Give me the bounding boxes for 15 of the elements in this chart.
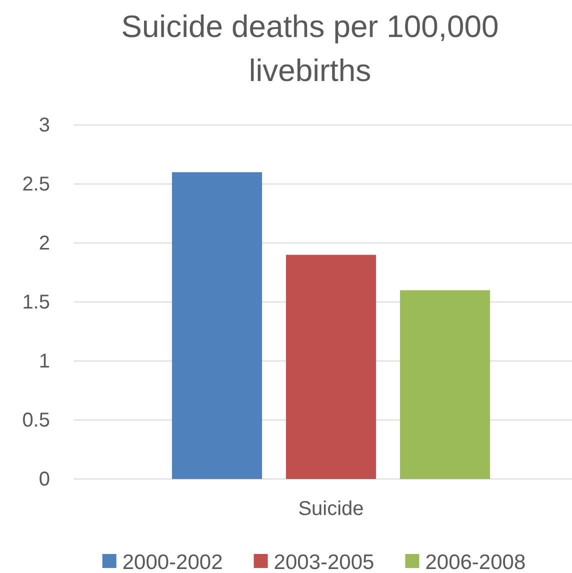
y-tick-label: 0: [38, 468, 50, 490]
bar: [400, 290, 490, 479]
x-tick-label: Suicide: [298, 498, 364, 520]
bar: [286, 254, 376, 479]
y-tick-label: 3: [38, 114, 50, 136]
legend-label: 2006-2008: [425, 551, 526, 573]
y-tick-label: 2.5: [22, 173, 50, 196]
bar: [172, 172, 262, 479]
chart-title: Suicide deaths per 100,000 livebirths: [121, 9, 499, 88]
y-tick-label: 1: [38, 350, 50, 372]
y-tick-label: 1.5: [22, 291, 50, 314]
legend-label: 2000-2002: [122, 551, 223, 573]
legend-label: 2003-2005: [274, 551, 374, 573]
y-tick-label: 2: [38, 232, 50, 254]
y-tick-label: 0.5: [22, 409, 50, 432]
